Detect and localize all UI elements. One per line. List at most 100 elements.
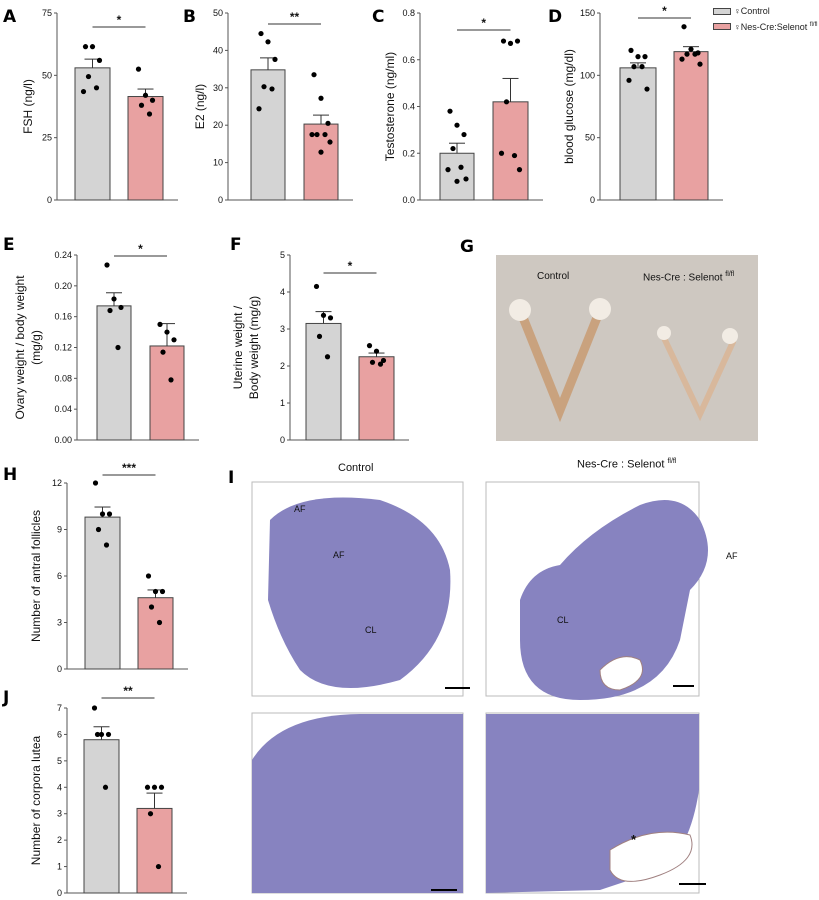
- y-tick-label: 150: [580, 8, 595, 18]
- g-knockout-caption: Nes-Cre : Selenot fl/fl: [643, 271, 735, 284]
- y-tick-label: 12: [52, 478, 62, 488]
- panel-letter: D: [548, 7, 562, 27]
- data-point: [322, 131, 328, 138]
- y-tick-label: 6: [57, 571, 62, 581]
- y-axis-label: Body weight (mg/g): [247, 296, 261, 399]
- bar-control: [439, 152, 475, 201]
- data-point: [628, 47, 634, 54]
- data-point: [168, 377, 174, 383]
- y-tick-label: 1: [57, 862, 62, 872]
- bar-knockout: [136, 807, 173, 894]
- data-point: [157, 321, 163, 327]
- y-tick-label: 0.8: [402, 8, 415, 18]
- panel-letter: B: [183, 7, 196, 27]
- y-tick-label: 0: [280, 435, 285, 445]
- data-point: [626, 77, 632, 83]
- y-tick-label: 75: [42, 8, 52, 18]
- data-point: [380, 357, 387, 364]
- cyst-knockout: [599, 656, 643, 691]
- data-point: [635, 54, 641, 60]
- y-tick-label: 9: [57, 525, 62, 535]
- y-tick-label: 3: [57, 618, 62, 628]
- data-point: [313, 283, 320, 290]
- bar-control: [619, 67, 657, 201]
- y-tick-label: 50: [42, 70, 52, 80]
- ovary-knockout-right: [722, 328, 738, 344]
- panel-letter: I: [228, 468, 234, 488]
- data-point: [107, 307, 113, 314]
- y-tick-label: 30: [213, 83, 223, 93]
- data-point: [164, 329, 170, 335]
- data-point: [507, 40, 514, 46]
- y-tick-label: 5: [280, 250, 285, 260]
- data-point: [631, 64, 637, 70]
- tag-corpus-luteum-control: CL: [365, 625, 377, 635]
- uterus-knockout: [661, 335, 736, 422]
- data-point: [327, 315, 334, 321]
- y-tick-label: 0.00: [54, 435, 72, 445]
- chart-panel-h: H 0 3 6 9 12 Number of antral follicles ***: [3, 461, 188, 674]
- data-point: [152, 588, 159, 595]
- significance-stars: *: [117, 13, 122, 27]
- data-point: [146, 111, 153, 117]
- tag-antral-follicle-2: AF: [333, 550, 345, 560]
- data-point: [684, 51, 690, 57]
- legend-swatch-control: [713, 7, 731, 15]
- data-point: [95, 526, 102, 533]
- y-axis-label: Number of antral follicles: [29, 510, 43, 642]
- ovary-section-control: [268, 497, 451, 688]
- data-point: [158, 784, 165, 790]
- data-point: [498, 150, 505, 156]
- data-point: [314, 131, 320, 138]
- tag-antral-follicle-knockout: AF: [726, 551, 738, 561]
- bar-knockout: [303, 123, 339, 201]
- data-point: [91, 705, 98, 711]
- y-tick-label: 10: [213, 158, 223, 168]
- y-tick-label: 1: [280, 398, 285, 408]
- uterus-control: [517, 310, 603, 423]
- data-point: [142, 92, 149, 98]
- data-point: [261, 84, 267, 90]
- y-tick-label: 0: [57, 664, 62, 674]
- data-point: [503, 99, 510, 105]
- bar-control: [84, 516, 121, 670]
- y-tick-label: 0.24: [54, 250, 72, 260]
- y-tick-label: 3: [57, 809, 62, 819]
- data-point: [369, 359, 376, 365]
- data-point: [500, 38, 507, 44]
- chart-panel-b: B 0 10 20 30 40 50 E2 (ng/l) **: [183, 7, 353, 205]
- y-axis-label: Uterine weight /: [231, 305, 245, 389]
- data-point: [445, 167, 451, 173]
- y-tick-label: 0.16: [54, 312, 72, 322]
- g-control-caption: Control: [537, 271, 570, 282]
- data-point: [156, 619, 163, 626]
- data-point: [138, 102, 145, 108]
- chart-panel-e: E 0.00 0.04 0.08 0.12 0.16 0.20 0.24 Ovary weigh…: [3, 235, 199, 445]
- data-point: [98, 731, 105, 738]
- y-tick-label: 50: [213, 8, 223, 18]
- data-point: [104, 262, 110, 268]
- significance-stars: *: [348, 259, 353, 273]
- data-point: [697, 61, 703, 67]
- y-tick-label: 0: [47, 195, 52, 205]
- y-axis-label: E2 (ng/l): [193, 84, 207, 129]
- data-point: [366, 343, 373, 349]
- data-point: [258, 30, 264, 37]
- legend-label-knockout: ♀Nes-Cre:Selenot fl/fl: [734, 22, 818, 32]
- data-point: [111, 296, 117, 302]
- data-point: [316, 333, 323, 339]
- significance-stars: *: [662, 4, 667, 18]
- chart-panel-d: D 0 50 100 150 blood glucose (mg/dl) *: [548, 4, 723, 205]
- bar-control: [305, 322, 342, 441]
- data-point: [461, 131, 467, 138]
- ovary-magnified-control: [252, 714, 463, 893]
- data-point: [105, 731, 112, 738]
- data-point: [644, 86, 650, 92]
- ovary-control-right: [589, 298, 611, 320]
- data-point: [692, 51, 698, 57]
- y-axis-label: Number of corpora lutea: [29, 735, 43, 865]
- bar-knockout: [492, 101, 529, 201]
- data-point: [454, 122, 460, 128]
- y-tick-label: 100: [580, 70, 595, 80]
- data-point: [454, 178, 460, 184]
